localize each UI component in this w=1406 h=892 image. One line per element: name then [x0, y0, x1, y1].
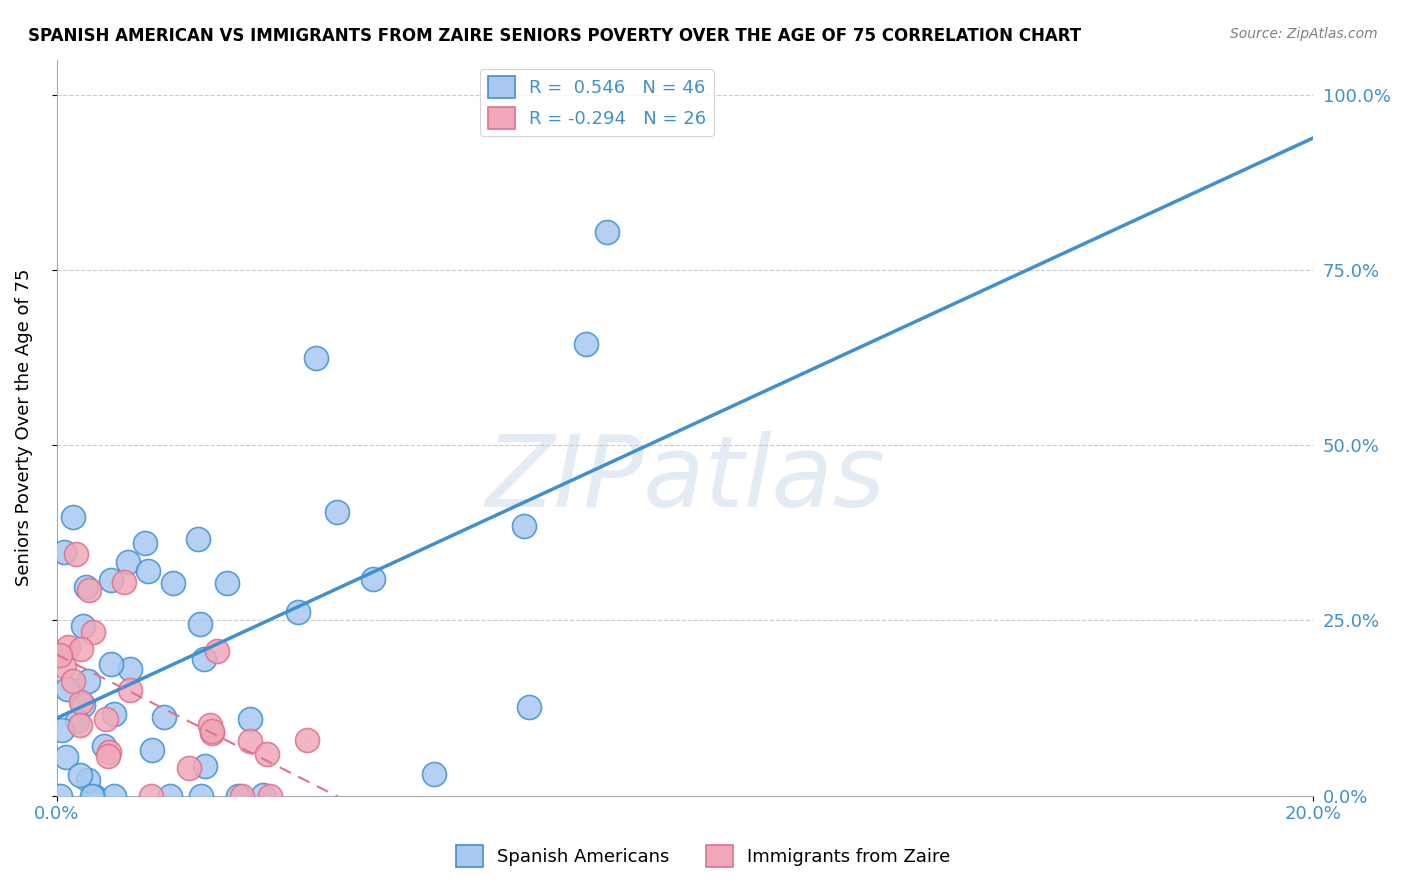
Point — [118, 682, 141, 697]
Text: SPANISH AMERICAN VS IMMIGRANTS FROM ZAIRE SENIORS POVERTY OVER THE AGE OF 75 COR: SPANISH AMERICAN VS IMMIGRANTS FROM ZAIR… — [28, 27, 1081, 45]
Point — [62, 509, 84, 524]
Point — [326, 505, 349, 519]
Point — [141, 743, 163, 757]
Point — [188, 616, 211, 631]
Point — [187, 532, 209, 546]
Point — [179, 761, 201, 775]
Point — [239, 733, 262, 747]
Point — [69, 767, 91, 781]
Point — [62, 674, 84, 689]
Point — [422, 767, 444, 781]
Point — [193, 652, 215, 666]
Point — [252, 789, 274, 803]
Text: Source: ZipAtlas.com: Source: ZipAtlas.com — [1230, 27, 1378, 41]
Point — [575, 336, 598, 351]
Point — [103, 706, 125, 721]
Point — [519, 699, 541, 714]
Point — [56, 682, 79, 697]
Point — [70, 641, 93, 656]
Point — [596, 225, 619, 239]
Point — [201, 726, 224, 740]
Point — [75, 580, 97, 594]
Point — [153, 710, 176, 724]
Point — [66, 714, 89, 728]
Legend: Spanish Americans, Immigrants from Zaire: Spanish Americans, Immigrants from Zaire — [449, 838, 957, 874]
Point — [305, 351, 328, 366]
Point — [194, 758, 217, 772]
Point — [239, 712, 262, 726]
Point — [53, 545, 76, 559]
Y-axis label: Seniors Poverty Over the Age of 75: Seniors Poverty Over the Age of 75 — [15, 268, 32, 586]
Point — [201, 723, 224, 738]
Point — [217, 576, 239, 591]
Point — [287, 605, 309, 619]
Point — [231, 789, 253, 803]
Point — [83, 789, 105, 803]
Point — [49, 789, 72, 803]
Point — [93, 739, 115, 754]
Point — [53, 659, 76, 673]
Point — [112, 574, 135, 589]
Point — [96, 712, 118, 726]
Point — [80, 789, 103, 803]
Point — [96, 749, 118, 764]
Point — [259, 789, 281, 803]
Point — [256, 747, 278, 762]
Point — [295, 733, 318, 747]
Point — [162, 576, 184, 591]
Point — [134, 536, 156, 550]
Point — [98, 745, 121, 759]
Point — [198, 718, 221, 732]
Point — [117, 556, 139, 570]
Point — [51, 723, 73, 738]
Point — [72, 618, 94, 632]
Point — [159, 789, 181, 803]
Point — [55, 750, 77, 764]
Point — [70, 695, 93, 709]
Point — [190, 789, 212, 803]
Point — [82, 625, 104, 640]
Point — [65, 547, 87, 561]
Point — [77, 772, 100, 787]
Point — [72, 698, 94, 713]
Text: ZIPatlas: ZIPatlas — [485, 431, 884, 528]
Point — [100, 574, 122, 588]
Point — [48, 648, 70, 662]
Point — [226, 789, 249, 803]
Point — [77, 673, 100, 688]
Point — [100, 657, 122, 672]
Point — [361, 572, 384, 586]
Point — [56, 640, 79, 655]
Point — [205, 644, 228, 658]
Point — [77, 582, 100, 597]
Point — [512, 519, 534, 533]
Point — [136, 564, 159, 578]
Legend: R =  0.546   N = 46, R = -0.294   N = 26: R = 0.546 N = 46, R = -0.294 N = 26 — [481, 69, 713, 136]
Point — [120, 662, 142, 676]
Point — [141, 789, 163, 803]
Point — [103, 789, 125, 803]
Point — [69, 718, 91, 732]
